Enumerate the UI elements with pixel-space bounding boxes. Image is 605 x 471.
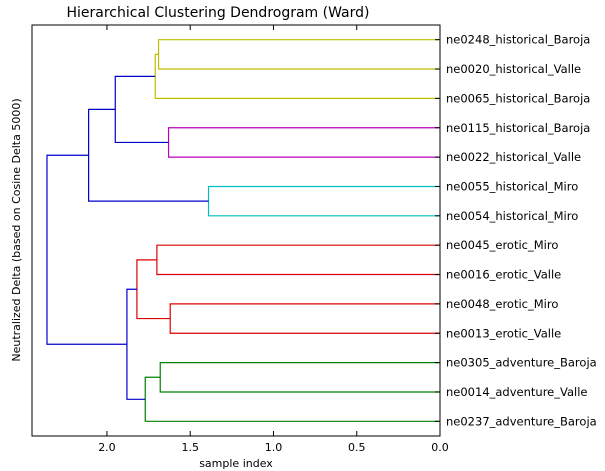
leaf-label: ne0013_erotic_Valle bbox=[446, 326, 561, 340]
x-tick-label: 1.0 bbox=[265, 441, 283, 454]
x-tick-label: 1.5 bbox=[181, 441, 199, 454]
leaf-label: ne0305_adventure_Baroja bbox=[446, 356, 597, 370]
dendrogram-link bbox=[157, 39, 440, 70]
dendrogram-link bbox=[156, 244, 440, 276]
leaf-label: ne0022_historical_Valle bbox=[446, 150, 581, 164]
leaf-label: ne0054_historical_Miro bbox=[446, 209, 578, 223]
x-tick-label: 2.0 bbox=[98, 441, 116, 454]
dendrogram-link bbox=[46, 154, 127, 345]
dendrogram-link bbox=[167, 127, 440, 158]
leaf-label: ne0115_historical_Baroja bbox=[446, 121, 590, 135]
dendrogram-link bbox=[136, 259, 171, 320]
x-axis-ticks: 2.0 1.5 1.0 0.5 0.0 bbox=[98, 25, 449, 454]
dendrogram-link bbox=[144, 376, 440, 422]
leaf-label: ne0248_historical_Baroja bbox=[446, 33, 590, 47]
dendrogram-link bbox=[126, 288, 146, 400]
y-axis-label: Neutralized Delta (based on Cosine Delta… bbox=[10, 98, 23, 361]
dendrogram-link bbox=[159, 362, 440, 393]
dendrogram-link bbox=[169, 303, 440, 334]
leaf-label: ne0016_erotic_Valle bbox=[446, 268, 561, 282]
leaf-label: ne0020_historical_Valle bbox=[446, 62, 581, 76]
dendrogram-link bbox=[114, 75, 169, 144]
dendrogram-link bbox=[88, 108, 209, 202]
leaf-label: ne0055_historical_Miro bbox=[446, 179, 578, 193]
leaf-labels: ne0248_historical_Baroja ne0020_historica… bbox=[435, 33, 597, 428]
leaf-label: ne0045_erotic_Miro bbox=[446, 238, 558, 252]
leaf-label: ne0065_historical_Baroja bbox=[446, 91, 590, 105]
dendrogram-links bbox=[46, 39, 440, 422]
chart-title: Hierarchical Clustering Dendrogram (Ward… bbox=[66, 5, 369, 21]
x-axis-label: sample index bbox=[199, 457, 273, 470]
leaf-label: ne0237_adventure_Baroja bbox=[446, 414, 597, 428]
leaf-label: ne0014_adventure_Valle bbox=[446, 385, 587, 399]
x-tick-label: 0.5 bbox=[348, 441, 366, 454]
leaf-label: ne0048_erotic_Miro bbox=[446, 297, 558, 311]
dendrogram-link bbox=[154, 53, 440, 99]
plot-frame bbox=[31, 24, 441, 437]
dendrogram-link bbox=[207, 185, 440, 217]
x-tick-label: 0.0 bbox=[431, 441, 449, 454]
